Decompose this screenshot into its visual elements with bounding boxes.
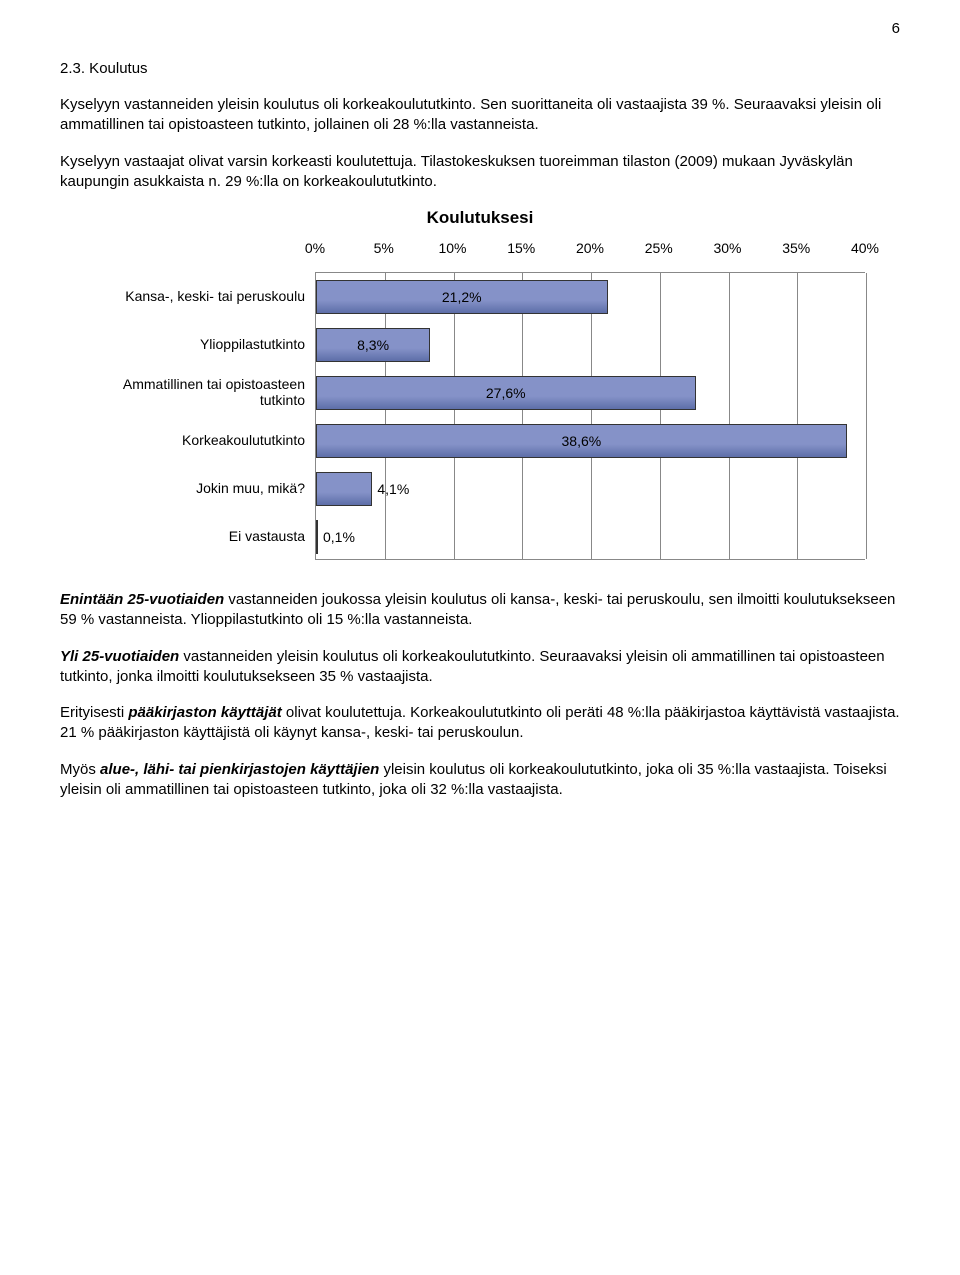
chart-bar-value: 4,1% xyxy=(377,481,409,497)
page-number: 6 xyxy=(892,20,900,37)
section-heading: 2.3. Koulutus xyxy=(60,60,900,77)
chart-bar: 21,2% xyxy=(316,280,608,314)
paragraph-6: Myös alue-, lähi- tai pienkirjastojen kä… xyxy=(60,760,900,801)
chart-bar-value: 21,2% xyxy=(442,289,482,305)
chart-bar: 0,1% xyxy=(316,520,318,554)
chart-bar-row: 38,6% xyxy=(316,417,865,465)
chart-x-tick: 10% xyxy=(438,240,466,256)
chart-gridline xyxy=(866,273,867,559)
chart-x-tick: 0% xyxy=(305,240,325,256)
para6-a: Myös xyxy=(60,761,100,778)
chart-bar-row: 21,2% xyxy=(316,273,865,321)
chart-x-tick: 20% xyxy=(576,240,604,256)
chart-plot-area: 21,2% 8,3% 27,6% 38,6% 4,1% 0,1% xyxy=(315,272,865,560)
paragraph-1: Kyselyyn vastanneiden yleisin koulutus o… xyxy=(60,95,900,136)
chart-bar-value: 8,3% xyxy=(357,337,389,353)
chart-x-tick: 25% xyxy=(645,240,673,256)
chart-category-label: Korkeakoulututkinto xyxy=(95,416,315,464)
para6-b: alue-, lähi- tai pienkirjastojen käyttäj… xyxy=(100,761,379,778)
chart-category-label: Ei vastausta xyxy=(95,512,315,560)
chart-title: Koulutuksesi xyxy=(95,208,865,228)
chart-y-labels: Kansa-, keski- tai peruskouluYlioppilast… xyxy=(95,234,315,560)
chart-bar: 27,6% xyxy=(316,376,696,410)
chart-x-tick: 15% xyxy=(507,240,535,256)
education-chart: Koulutuksesi Kansa-, keski- tai peruskou… xyxy=(95,208,865,560)
chart-bar: 38,6% xyxy=(316,424,847,458)
chart-bar-value: 27,6% xyxy=(486,385,526,401)
chart-category-label: Kansa-, keski- tai peruskoulu xyxy=(95,272,315,320)
chart-bar-row: 0,1% xyxy=(316,513,865,561)
chart-bar: 4,1% xyxy=(316,472,372,506)
chart-bar-row: 4,1% xyxy=(316,465,865,513)
chart-category-label: Jokin muu, mikä? xyxy=(95,464,315,512)
chart-x-tick: 35% xyxy=(782,240,810,256)
chart-bar-value: 38,6% xyxy=(562,433,602,449)
chart-x-tick: 40% xyxy=(851,240,879,256)
chart-bar-row: 27,6% xyxy=(316,369,865,417)
chart-x-tick: 5% xyxy=(374,240,394,256)
paragraph-2: Kyselyyn vastaajat olivat varsin korkeas… xyxy=(60,152,900,193)
chart-bar-row: 8,3% xyxy=(316,321,865,369)
chart-category-label: Ammatillinen tai opistoasteen tutkinto xyxy=(95,368,315,416)
chart-x-axis: 0%5%10%15%20%25%30%35%40% xyxy=(315,234,865,272)
para4-bold: Yli 25-vuotiaiden xyxy=(60,648,179,665)
para3-bold: Enintään 25-vuotiaiden xyxy=(60,591,224,608)
para4-rest: vastanneiden yleisin koulutus oli korkea… xyxy=(60,648,885,685)
paragraph-3: Enintään 25-vuotiaiden vastanneiden jouk… xyxy=(60,590,900,631)
chart-bar-value: 0,1% xyxy=(323,529,355,545)
para5-a: Erityisesti xyxy=(60,704,128,721)
chart-bar: 8,3% xyxy=(316,328,430,362)
chart-x-tick: 30% xyxy=(713,240,741,256)
para5-b: pääkirjaston käyttäjät xyxy=(128,704,281,721)
paragraph-4: Yli 25-vuotiaiden vastanneiden yleisin k… xyxy=(60,647,900,688)
paragraph-5: Erityisesti pääkirjaston käyttäjät oliva… xyxy=(60,703,900,744)
chart-category-label: Ylioppilastutkinto xyxy=(95,320,315,368)
